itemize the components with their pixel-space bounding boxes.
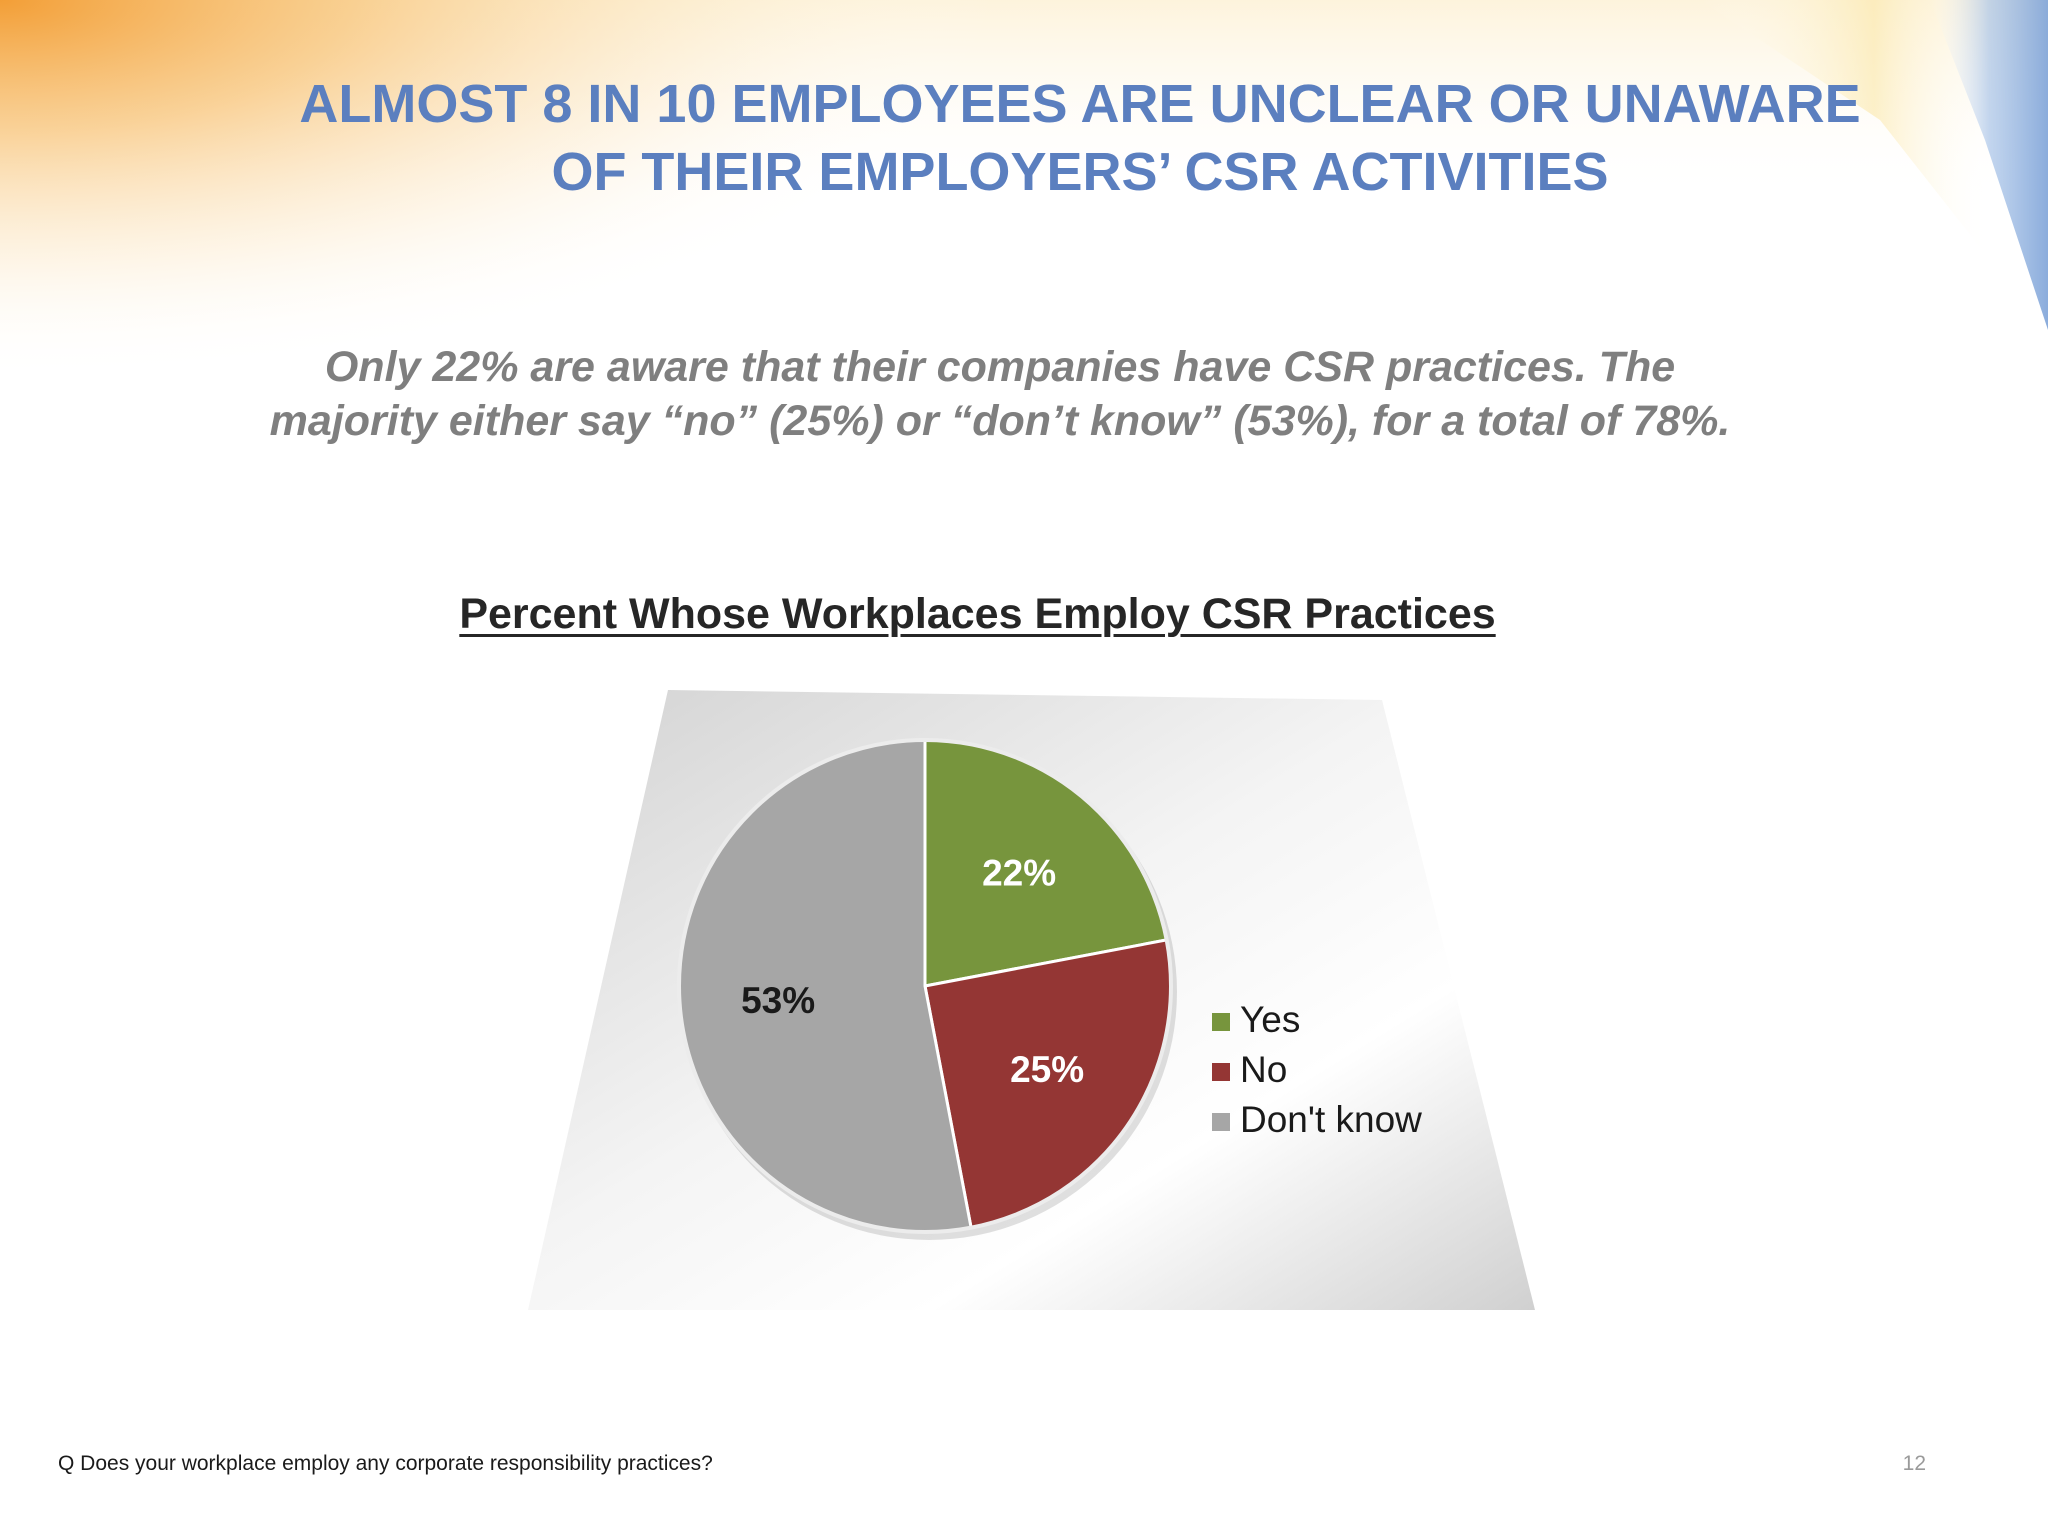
page-title-line-1: ALMOST 8 IN 10 EMPLOYEES ARE UNCLEAR OR … — [299, 74, 1861, 134]
legend-swatch-don-t-know — [1212, 1113, 1230, 1131]
legend-label-no: No — [1240, 1049, 1287, 1090]
legend-swatch-yes — [1212, 1013, 1230, 1031]
pie-rim — [677, 738, 1173, 1234]
summary-text: Only 22% are aware that their companies … — [150, 340, 1850, 448]
legend-swatch-no — [1212, 1063, 1230, 1081]
data-label-yes: 22% — [982, 852, 1056, 893]
page-title: ALMOST 8 IN 10 EMPLOYEES ARE UNCLEAR OR … — [200, 70, 1960, 206]
page-title-line-2: OF THEIR EMPLOYERS’ CSR ACTIVITIES — [551, 142, 1609, 202]
summary-text-line-1: Only 22% are aware that their companies … — [324, 343, 1676, 391]
data-label-no: 25% — [1010, 1049, 1084, 1090]
summary-text-line-2: majority either say “no” (25%) or “don’t… — [269, 397, 1731, 445]
data-label-don-t-know: 53% — [741, 980, 815, 1021]
survey-question-footnote: Q Does your workplace employ any corpora… — [58, 1452, 713, 1475]
chart-title: Percent Whose Workplaces Employ CSR Prac… — [459, 590, 1496, 638]
legend-label-yes: Yes — [1240, 999, 1300, 1040]
legend-label-don-t-know: Don't know — [1240, 1099, 1422, 1140]
page-number: 12 — [1902, 1452, 1926, 1475]
